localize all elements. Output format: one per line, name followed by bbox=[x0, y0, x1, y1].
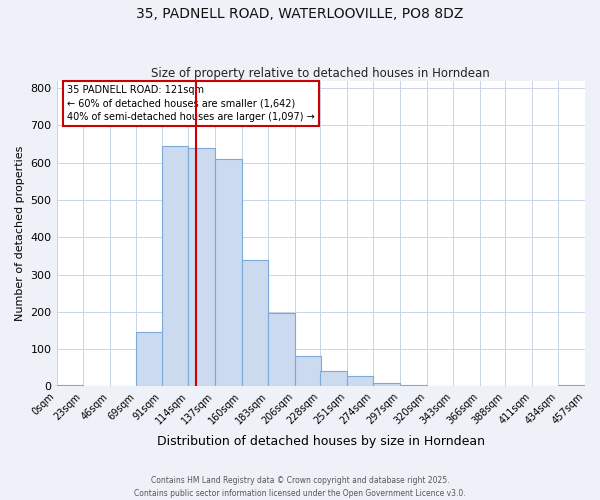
Text: Contains HM Land Registry data © Crown copyright and database right 2025.
Contai: Contains HM Land Registry data © Crown c… bbox=[134, 476, 466, 498]
Bar bbox=[188, 148, 215, 386]
Bar bbox=[295, 356, 322, 386]
Bar bbox=[400, 384, 427, 386]
Y-axis label: Number of detached properties: Number of detached properties bbox=[15, 146, 25, 321]
Title: Size of property relative to detached houses in Horndean: Size of property relative to detached ho… bbox=[151, 66, 490, 80]
Text: 35 PADNELL ROAD: 121sqm
← 60% of detached houses are smaller (1,642)
40% of semi: 35 PADNELL ROAD: 121sqm ← 60% of detache… bbox=[67, 86, 315, 122]
Bar bbox=[215, 159, 242, 386]
Bar bbox=[373, 382, 400, 386]
Text: 35, PADNELL ROAD, WATERLOOVILLE, PO8 8DZ: 35, PADNELL ROAD, WATERLOOVILLE, PO8 8DZ bbox=[136, 8, 464, 22]
Bar bbox=[559, 384, 585, 386]
Bar bbox=[320, 370, 347, 386]
Bar bbox=[268, 312, 295, 386]
Bar bbox=[162, 146, 188, 386]
Bar bbox=[242, 260, 268, 386]
X-axis label: Distribution of detached houses by size in Horndean: Distribution of detached houses by size … bbox=[157, 434, 485, 448]
Bar bbox=[56, 384, 83, 386]
Bar bbox=[347, 376, 373, 386]
Bar bbox=[136, 332, 163, 386]
